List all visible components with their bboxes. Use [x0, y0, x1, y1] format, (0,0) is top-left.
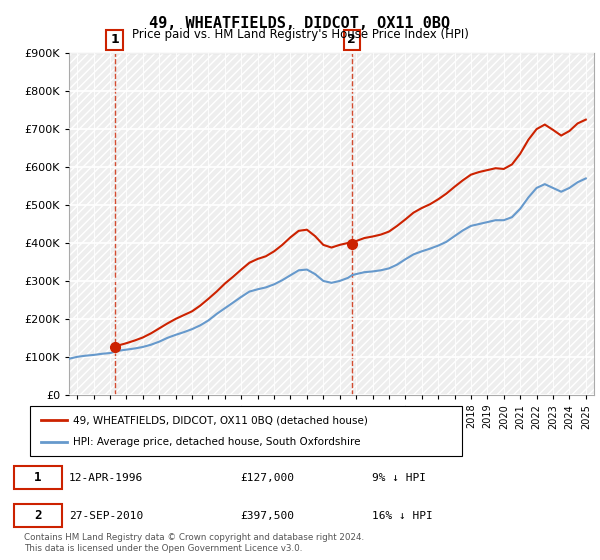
Text: £127,000: £127,000 [240, 473, 294, 483]
Text: 12-APR-1996: 12-APR-1996 [69, 473, 143, 483]
Text: Contains HM Land Registry data © Crown copyright and database right 2024.
This d: Contains HM Land Registry data © Crown c… [24, 533, 364, 553]
FancyBboxPatch shape [14, 466, 62, 489]
Text: 16% ↓ HPI: 16% ↓ HPI [372, 511, 433, 521]
Text: 9% ↓ HPI: 9% ↓ HPI [372, 473, 426, 483]
Text: HPI: Average price, detached house, South Oxfordshire: HPI: Average price, detached house, Sout… [73, 437, 361, 447]
Text: 2: 2 [34, 509, 41, 522]
Text: 2: 2 [347, 34, 356, 46]
Text: 1: 1 [110, 34, 119, 46]
FancyBboxPatch shape [30, 406, 462, 456]
Text: 49, WHEATFIELDS, DIDCOT, OX11 0BQ: 49, WHEATFIELDS, DIDCOT, OX11 0BQ [149, 16, 451, 31]
Text: Price paid vs. HM Land Registry's House Price Index (HPI): Price paid vs. HM Land Registry's House … [131, 28, 469, 41]
Text: 49, WHEATFIELDS, DIDCOT, OX11 0BQ (detached house): 49, WHEATFIELDS, DIDCOT, OX11 0BQ (detac… [73, 415, 368, 425]
FancyBboxPatch shape [14, 504, 62, 527]
Text: 1: 1 [34, 472, 41, 484]
Text: 27-SEP-2010: 27-SEP-2010 [69, 511, 143, 521]
Text: £397,500: £397,500 [240, 511, 294, 521]
